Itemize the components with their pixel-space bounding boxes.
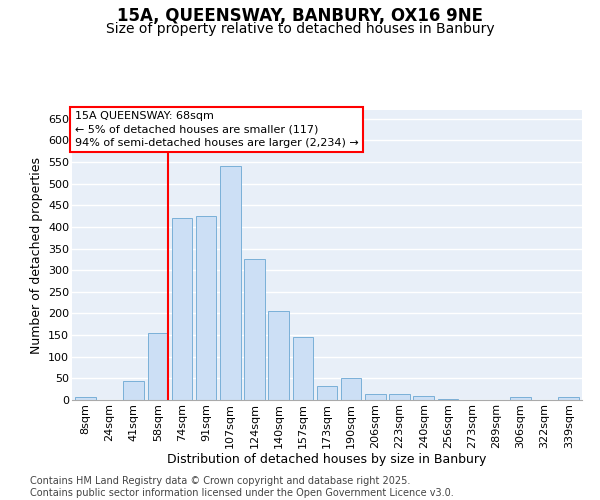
Bar [559,398,579,400]
Bar [389,394,410,400]
Text: 15A QUEENSWAY: 68sqm
← 5% of detached houses are smaller (117)
94% of semi-detac: 15A QUEENSWAY: 68sqm ← 5% of detached ho… [74,112,358,148]
Bar [124,380,144,400]
Bar [172,218,192,400]
Text: Contains HM Land Registry data © Crown copyright and database right 2025.
Contai: Contains HM Land Registry data © Crown c… [30,476,454,498]
Bar [268,312,289,400]
Bar [510,398,530,400]
Bar [75,396,95,400]
Bar [341,378,361,400]
Bar [196,216,217,400]
X-axis label: Distribution of detached houses by size in Banbury: Distribution of detached houses by size … [167,454,487,466]
Text: 15A, QUEENSWAY, BANBURY, OX16 9NE: 15A, QUEENSWAY, BANBURY, OX16 9NE [117,8,483,26]
Bar [293,337,313,400]
Bar [148,333,168,400]
Y-axis label: Number of detached properties: Number of detached properties [29,156,43,354]
Bar [365,394,386,400]
Bar [413,396,434,400]
Bar [220,166,241,400]
Text: Size of property relative to detached houses in Banbury: Size of property relative to detached ho… [106,22,494,36]
Bar [437,398,458,400]
Bar [317,386,337,400]
Bar [244,260,265,400]
